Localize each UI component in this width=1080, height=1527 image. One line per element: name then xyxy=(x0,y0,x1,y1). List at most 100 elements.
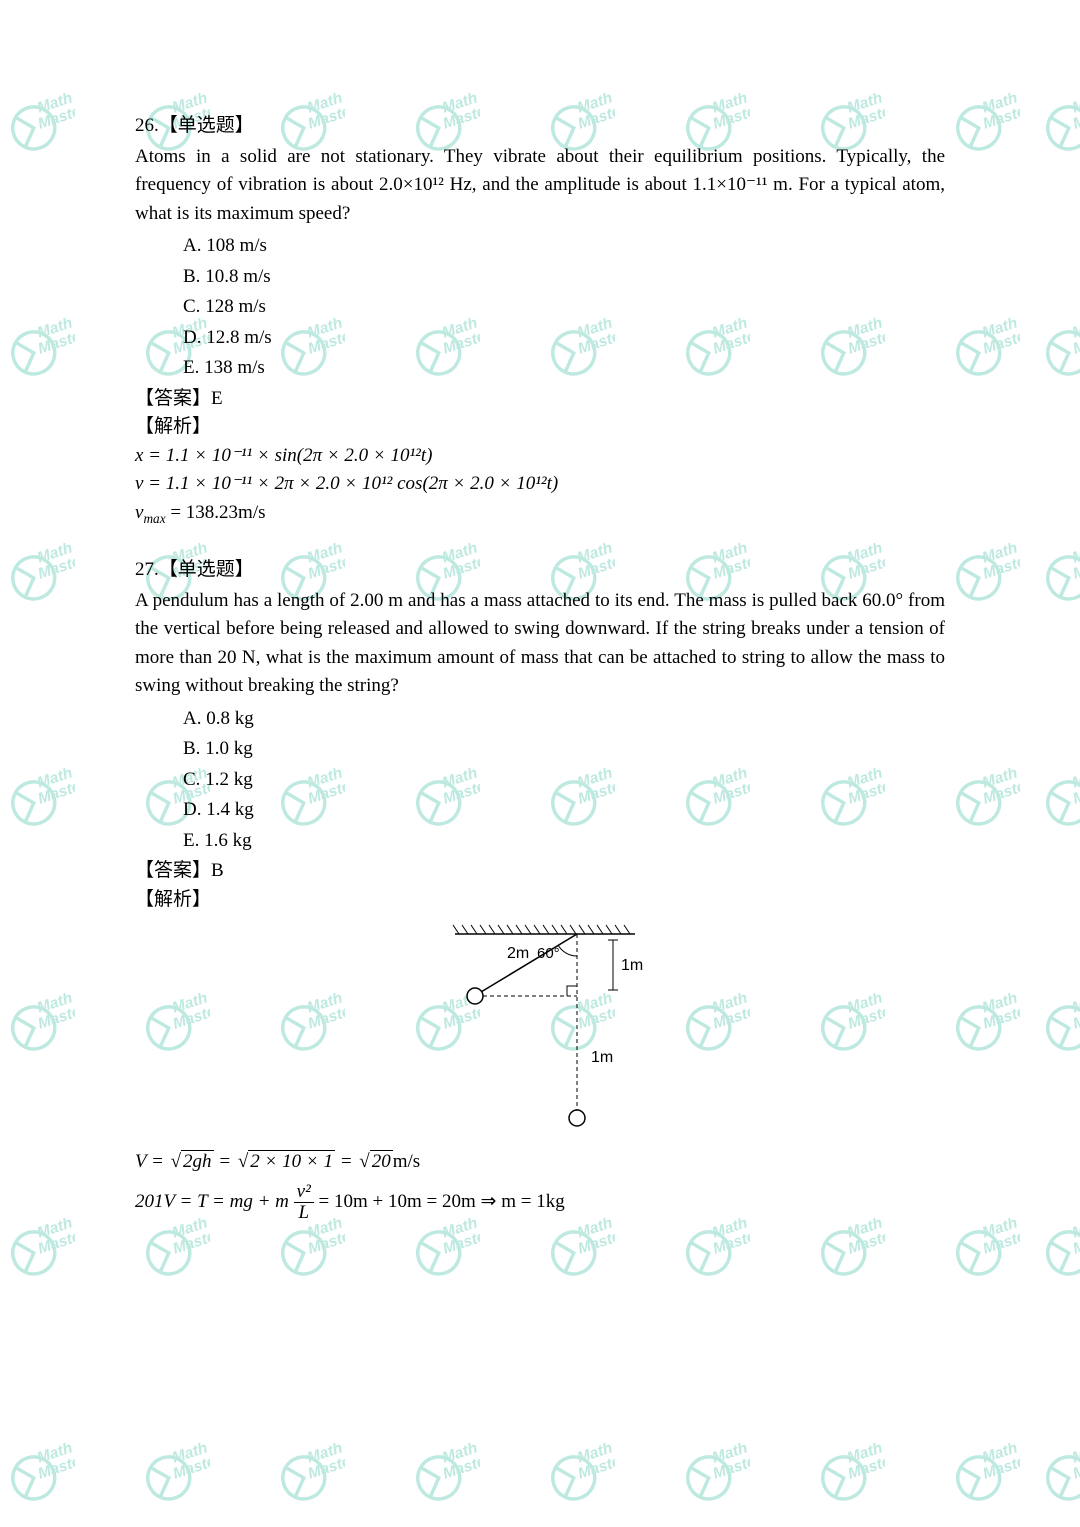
q27-eq2-lead: 201V = T = mg + m xyxy=(135,1191,289,1212)
q26-option-d-text: 12.8 m/s xyxy=(206,327,271,348)
svg-text:1m: 1m xyxy=(621,957,643,974)
q27-eq2: 201V = T = mg + m v² L = 10m + 10m = 20m… xyxy=(135,1182,945,1223)
svg-text:Master: Master xyxy=(1071,551,1080,583)
q26-type: 【单选题】 xyxy=(159,115,254,136)
q27-option-c-text: 1.2 kg xyxy=(205,769,253,790)
svg-text:Math: Math xyxy=(1070,1214,1080,1241)
q27-header: 27.【单选题】 xyxy=(135,556,945,585)
svg-text:Master: Master xyxy=(171,1451,210,1483)
svg-text:Math: Math xyxy=(980,1439,1019,1466)
q26-explain-line1: x = 1.1 × 10⁻¹¹ × sin(2π × 2.0 × 10¹²t) xyxy=(135,442,945,471)
svg-text:Master: Master xyxy=(1071,326,1080,358)
q26-option-a: A. 108 m/s xyxy=(183,232,945,261)
q27-option-d: D. 1.4 kg xyxy=(183,796,945,825)
q27-diagram: 2m60°1m1m xyxy=(135,920,945,1140)
svg-text:Master: Master xyxy=(981,1451,1020,1483)
q26-header: 26.【单选题】 xyxy=(135,112,945,141)
svg-text:Master: Master xyxy=(441,1451,480,1483)
svg-text:Master: Master xyxy=(981,1226,1020,1258)
svg-text:Master: Master xyxy=(1071,1226,1080,1258)
q27-option-c: C. 1.2 kg xyxy=(183,766,945,795)
svg-text:Math: Math xyxy=(440,1439,479,1466)
svg-text:Math: Math xyxy=(35,764,74,791)
svg-text:Master: Master xyxy=(441,1226,480,1258)
q26-body: Atoms in a solid are not stationary. The… xyxy=(135,143,945,229)
q26-answer-row: 【答案】E xyxy=(135,385,945,414)
svg-text:Master: Master xyxy=(846,1451,885,1483)
q27-eq2-tail: = 10m + 10m = 20m ⇒ m = 1kg xyxy=(319,1191,565,1212)
q26-answer: E xyxy=(211,388,223,409)
svg-text:Math: Math xyxy=(1070,539,1080,566)
q26-vmax-rest: = 138.23m/s xyxy=(166,502,266,523)
q27-answer: B xyxy=(211,860,224,881)
q26-explain-label: 【解析】 xyxy=(135,413,945,442)
q27-type: 【单选题】 xyxy=(159,559,254,580)
q27-eq1: V = √2gh = √2 × 10 × 1 = √20m/s xyxy=(135,1148,945,1177)
answer-label: 【答案】 xyxy=(135,388,211,409)
q26-explain-line3: vmax = 138.23m/s xyxy=(135,499,945,529)
svg-text:Master: Master xyxy=(576,1226,615,1258)
svg-text:Math: Math xyxy=(35,989,74,1016)
svg-text:Math: Math xyxy=(575,1439,614,1466)
svg-text:Math: Math xyxy=(1070,1439,1080,1466)
svg-text:1m: 1m xyxy=(591,1049,613,1066)
svg-text:Master: Master xyxy=(1071,1001,1080,1033)
svg-text:Master: Master xyxy=(36,1451,75,1483)
svg-text:Master: Master xyxy=(36,326,75,358)
q27-option-d-text: 1.4 kg xyxy=(206,799,254,820)
svg-text:Master: Master xyxy=(846,1226,885,1258)
svg-text:Math: Math xyxy=(1070,314,1080,341)
svg-text:Master: Master xyxy=(711,1226,750,1258)
q26-option-c: C. 128 m/s xyxy=(183,293,945,322)
svg-text:Math: Math xyxy=(1070,764,1080,791)
q26-option-e-text: 138 m/s xyxy=(204,357,265,378)
svg-text:Math: Math xyxy=(35,1214,74,1241)
svg-text:Math: Math xyxy=(980,314,1019,341)
q27-option-e: E. 1.6 kg xyxy=(183,827,945,856)
q27-option-a: A. 0.8 kg xyxy=(183,705,945,734)
q27-options: A. 0.8 kg B. 1.0 kg C. 1.2 kg D. 1.4 kg … xyxy=(183,705,945,856)
svg-text:Master: Master xyxy=(1071,776,1080,808)
svg-text:Master: Master xyxy=(36,101,75,133)
answer-label: 【答案】 xyxy=(135,860,211,881)
q27-option-b: B. 1.0 kg xyxy=(183,735,945,764)
q27-eq2-num: v² xyxy=(294,1182,314,1203)
q27-eq2-den: L xyxy=(294,1203,314,1223)
q27-option-e-text: 1.6 kg xyxy=(204,830,252,851)
svg-text:2m: 2m xyxy=(507,945,529,962)
svg-text:Master: Master xyxy=(981,551,1020,583)
svg-text:Master: Master xyxy=(1071,101,1080,133)
q27-number: 27. xyxy=(135,559,159,580)
svg-text:Math: Math xyxy=(980,1214,1019,1241)
svg-text:Math: Math xyxy=(710,1439,749,1466)
svg-text:Math: Math xyxy=(1070,89,1080,116)
q27-eq2-frac: v² L xyxy=(294,1182,314,1223)
pendulum-diagram-svg: 2m60°1m1m xyxy=(435,920,645,1130)
q27-option-a-text: 0.8 kg xyxy=(206,708,254,729)
q26-options: A. 108 m/s B. 10.8 m/s C. 128 m/s D. 12.… xyxy=(183,232,945,383)
svg-text:Math: Math xyxy=(980,989,1019,1016)
svg-text:Master: Master xyxy=(36,551,75,583)
svg-text:Master: Master xyxy=(1071,1451,1080,1483)
svg-text:Master: Master xyxy=(711,1451,750,1483)
svg-text:Master: Master xyxy=(981,1001,1020,1033)
svg-text:Math: Math xyxy=(845,1439,884,1466)
q26-number: 26. xyxy=(135,115,159,136)
q26-explain-line2: v = 1.1 × 10⁻¹¹ × 2π × 2.0 × 10¹² cos(2π… xyxy=(135,470,945,499)
svg-text:Math: Math xyxy=(35,1439,74,1466)
q26-option-b-text: 10.8 m/s xyxy=(205,266,270,287)
svg-text:Master: Master xyxy=(981,101,1020,133)
svg-text:Math: Math xyxy=(305,1439,344,1466)
svg-text:Math: Math xyxy=(1070,989,1080,1016)
svg-text:Math: Math xyxy=(170,1439,209,1466)
svg-text:Master: Master xyxy=(36,776,75,808)
q27-body: A pendulum has a length of 2.00 m and ha… xyxy=(135,587,945,701)
svg-text:Math: Math xyxy=(35,89,74,116)
q26-option-b: B. 10.8 m/s xyxy=(183,263,945,292)
q27-explain-label: 【解析】 xyxy=(135,886,945,915)
q26-option-c-text: 128 m/s xyxy=(205,296,266,317)
svg-text:Master: Master xyxy=(981,326,1020,358)
svg-text:Master: Master xyxy=(36,1001,75,1033)
svg-text:Math: Math xyxy=(35,314,74,341)
svg-text:Math: Math xyxy=(980,539,1019,566)
